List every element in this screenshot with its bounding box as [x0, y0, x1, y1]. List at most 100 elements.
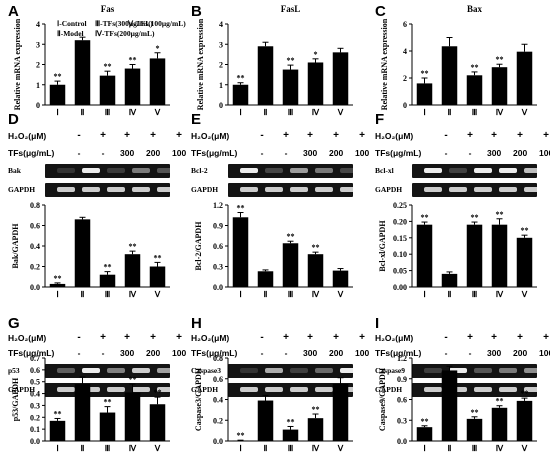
- x-tick-label: Ⅳ: [312, 444, 320, 453]
- significance-mark: *: [314, 50, 318, 59]
- x-tick-label: Ⅲ: [288, 108, 294, 117]
- bar: [332, 383, 349, 441]
- bar: [466, 224, 483, 287]
- chart-title: Bax: [467, 4, 483, 14]
- h2o2-label: H₂O₂(μM): [191, 333, 230, 343]
- x-tick-label: Ⅲ: [105, 290, 111, 299]
- x-tick-label: Ⅳ: [129, 290, 137, 299]
- bar: [257, 400, 274, 441]
- tfs-value: 100: [539, 348, 550, 358]
- h2o2-symbol: +: [517, 130, 523, 141]
- band: [240, 387, 258, 392]
- y-tick-label: 1: [219, 81, 223, 90]
- x-tick-label: Ⅳ: [496, 108, 504, 117]
- band: [474, 187, 492, 192]
- h2o2-symbol: -: [77, 130, 81, 141]
- bar: [516, 51, 533, 105]
- y-tick-label: 0.3: [397, 416, 407, 425]
- band: [424, 387, 442, 392]
- h2o2-label: H₂O₂(μM): [191, 131, 230, 141]
- x-tick-label: Ⅲ: [105, 444, 111, 453]
- band: [290, 187, 308, 192]
- h2o2-symbol: +: [467, 332, 473, 343]
- bar: [99, 75, 116, 105]
- bar: [516, 400, 533, 441]
- h2o2-label: H₂O₂(μM): [8, 131, 47, 141]
- bar: [441, 46, 458, 105]
- band-lanes: [57, 368, 170, 373]
- bar: [124, 68, 141, 105]
- blot-target-band: [45, 364, 170, 378]
- h2o2-symbol: +: [359, 130, 365, 141]
- y-tick-label: 0.0: [213, 437, 223, 446]
- x-tick-label: Ⅰ: [239, 444, 241, 453]
- y-tick-label: 0.8: [213, 354, 223, 363]
- panel-label-a: A: [8, 3, 19, 20]
- y-tick-label: 0.25: [393, 201, 407, 210]
- y-tick-label: 0.4: [213, 396, 223, 405]
- tfs-value: -: [468, 348, 472, 358]
- band-lanes: [424, 187, 537, 192]
- band: [290, 368, 308, 373]
- h2o2-symbol: +: [543, 130, 549, 141]
- chart-title: Fas: [101, 4, 115, 14]
- band: [157, 368, 170, 373]
- y-tick-label: 0.3: [30, 401, 40, 410]
- bar: [232, 217, 249, 287]
- y-tick-label: 3: [219, 40, 223, 49]
- h2o2-symbol: +: [150, 130, 156, 141]
- significance-mark: **: [471, 408, 479, 417]
- h2o2-symbol: +: [491, 130, 497, 141]
- blot-gapdh-band: [45, 183, 170, 197]
- band-lanes: [240, 368, 353, 373]
- y-tick-label: 0.6: [213, 375, 223, 384]
- band-name-label: Bak: [8, 166, 21, 175]
- y-tick-label: 0.05: [393, 267, 407, 276]
- h2o2-symbol: +: [150, 332, 156, 343]
- band-lanes: [57, 387, 170, 392]
- band: [449, 187, 467, 192]
- chart-title: FasL: [281, 4, 301, 14]
- significance-mark: **: [129, 242, 137, 251]
- significance-mark: **: [496, 397, 504, 406]
- bar: [491, 67, 508, 105]
- bar: [124, 392, 141, 441]
- band-lanes: [57, 168, 170, 173]
- x-tick-label: Ⅲ: [105, 108, 111, 117]
- band: [499, 168, 517, 173]
- y-tick-label: 0.0: [397, 437, 407, 446]
- band: [290, 168, 308, 173]
- h2o2-label: H₂O₂(μM): [8, 333, 47, 343]
- y-tick-label: 0.7: [30, 354, 40, 363]
- h2o2-symbol: -: [260, 332, 264, 343]
- y-tick-label: 0.6: [397, 396, 407, 405]
- panel-label-h: H: [191, 315, 202, 332]
- tfs-value: 300: [487, 348, 502, 358]
- x-tick-label: Ⅰ: [423, 444, 425, 453]
- band: [340, 368, 353, 373]
- x-tick-label: Ⅴ: [337, 444, 344, 453]
- tfs-value: -: [260, 348, 264, 358]
- bar: [99, 274, 116, 287]
- bar: [307, 254, 324, 287]
- bar: [149, 266, 166, 287]
- band: [157, 387, 170, 392]
- band: [424, 368, 442, 373]
- legend-tfs200: Ⅳ-TFs(200μg/mL): [95, 29, 155, 38]
- significance-mark: **: [54, 274, 62, 283]
- y-tick-label: 0: [219, 101, 223, 110]
- tfs-value: 100: [355, 148, 370, 158]
- x-tick-label: Ⅳ: [129, 444, 137, 453]
- y-tick-label: 0.0: [30, 437, 40, 446]
- x-tick-label: Ⅴ: [154, 108, 161, 117]
- bar: [232, 440, 249, 442]
- h2o2-symbol: +: [124, 332, 130, 343]
- band: [157, 187, 170, 192]
- x-tick-label: Ⅱ: [81, 108, 85, 117]
- tfs-value: -: [468, 148, 472, 158]
- panel-label-b: B: [191, 3, 202, 20]
- band: [499, 368, 517, 373]
- x-tick-label: Ⅳ: [496, 290, 504, 299]
- bar: [149, 58, 166, 105]
